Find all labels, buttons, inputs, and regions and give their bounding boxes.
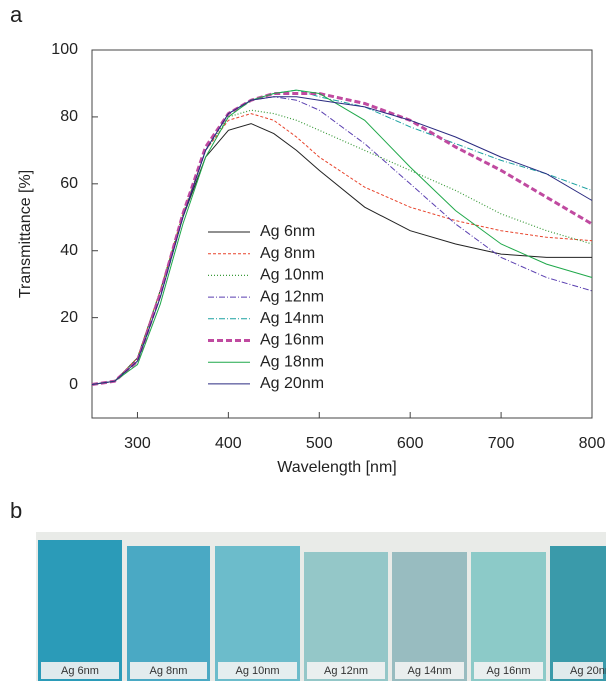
photo	[471, 552, 546, 681]
series-line	[91, 89, 593, 385]
y-axis-title: Transmittance [%]	[17, 170, 34, 298]
photo-label: Ag 14nm	[407, 665, 451, 677]
y-tick-label: 80	[60, 108, 78, 125]
panel-label: a	[10, 2, 23, 27]
legend-label: Ag 6nm	[260, 223, 315, 240]
photo-label-box	[218, 662, 297, 679]
legend-label: Ag 14nm	[260, 310, 324, 327]
y-tick-label: 60	[60, 175, 78, 192]
x-tick-label: 500	[306, 435, 333, 452]
x-tick-label: 400	[215, 435, 242, 452]
x-axis-title: Wavelength [nm]	[277, 459, 396, 476]
series-line	[91, 96, 593, 385]
legend-label: Ag 10nm	[260, 267, 324, 284]
photo-label: Ag 20nm	[570, 665, 606, 677]
photo-label-box	[41, 662, 119, 679]
x-tick-label: 300	[124, 435, 151, 452]
x-tick-label: 600	[397, 435, 424, 452]
photo-label: Ag 6nm	[61, 665, 99, 677]
x-tick-label: 800	[579, 435, 606, 452]
y-tick-label: 100	[51, 41, 78, 58]
legend-label: Ag 20nm	[260, 375, 324, 392]
legend-label: Ag 16nm	[260, 332, 324, 349]
photo-label-box	[307, 662, 385, 679]
y-tick-label: 20	[60, 309, 78, 326]
series-line	[91, 96, 593, 385]
y-tick-label: 0	[69, 376, 78, 393]
photo-label: Ag 8nm	[150, 665, 188, 677]
series-line	[91, 92, 593, 386]
photo	[392, 552, 467, 681]
photo-label: Ag 12nm	[324, 665, 368, 677]
photo-label: Ag 10nm	[235, 665, 279, 677]
plot-frame	[91, 49, 593, 419]
legend-label: Ag 8nm	[260, 245, 315, 262]
y-tick-label: 40	[60, 242, 78, 259]
legend-label: Ag 18nm	[260, 353, 324, 370]
series-line	[91, 89, 593, 385]
photo-label-box	[130, 662, 207, 679]
photo	[38, 540, 122, 681]
photo-label-box	[474, 662, 543, 679]
photo-label-box	[395, 662, 464, 679]
legend-label: Ag 12nm	[260, 288, 324, 305]
photos	[38, 540, 606, 681]
photo	[550, 546, 606, 681]
photo	[215, 546, 300, 681]
photo-label: Ag 16nm	[486, 665, 530, 677]
series-line	[91, 113, 593, 385]
photo	[127, 546, 210, 681]
series-line	[91, 109, 593, 386]
photo	[304, 552, 388, 681]
photo-label-box	[553, 662, 603, 679]
x-tick-label: 700	[488, 435, 515, 452]
panel-label: b	[10, 498, 22, 523]
